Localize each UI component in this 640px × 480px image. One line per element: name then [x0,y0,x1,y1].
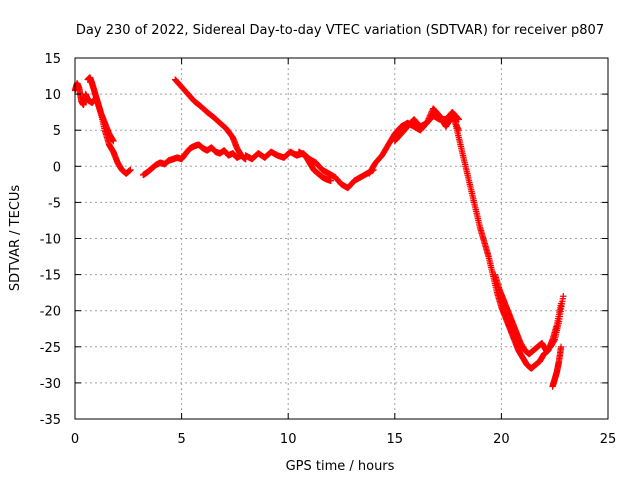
data-point [428,109,435,117]
x-axis-label: GPS time / hours [286,459,395,474]
data-point [327,177,335,184]
data-point [424,116,432,124]
data-marks [71,74,567,390]
data-point [127,166,134,174]
data-series [71,80,134,177]
x-tick-label: 5 [177,432,185,447]
data-series [172,76,249,163]
data-point [560,293,567,300]
y-tick-label: -10 [40,233,61,248]
x-tick-label: 15 [387,432,404,447]
data-series [140,141,249,179]
axis-ticks [74,57,609,420]
y-tick-label: -5 [48,196,61,211]
y-tick-label: -25 [40,341,61,356]
y-tick-label: 10 [44,88,61,103]
data-series [295,148,335,184]
data-point [426,112,434,119]
y-tick-label: -20 [40,305,61,320]
data-point [426,114,433,121]
chart-title: Day 230 of 2022, Sidereal Day-to-day VTE… [76,23,604,38]
data-series [451,116,565,372]
y-tick-labels: -35 -30 -25 -20 -15 -10 -5 0 5 10 15 [40,52,61,428]
data-point [557,343,565,350]
x-tick-label: 0 [71,432,79,447]
y-tick-label: 15 [44,52,61,67]
data-series [549,343,565,390]
y-tick-label: -15 [40,269,61,284]
grid [75,58,608,419]
x-tick-label: 20 [493,432,510,447]
x-tick-labels: 0 5 10 15 20 25 [71,432,616,447]
y-tick-label: -30 [40,377,61,392]
data-series [84,74,117,145]
y-tick-label: 5 [53,124,61,139]
x-tick-label: 25 [600,432,617,447]
data-point [449,112,456,119]
data-point [423,119,430,127]
y-tick-label: -35 [40,413,61,428]
data-point [425,115,432,122]
y-tick-label: 0 [53,160,61,175]
x-tick-label: 10 [280,432,297,447]
data-series [491,271,567,358]
data-point [424,118,431,125]
y-axis-label: SDTVAR / TECUs [8,185,23,292]
data-point [427,111,434,118]
data-series [242,148,377,192]
data-point [110,137,117,145]
